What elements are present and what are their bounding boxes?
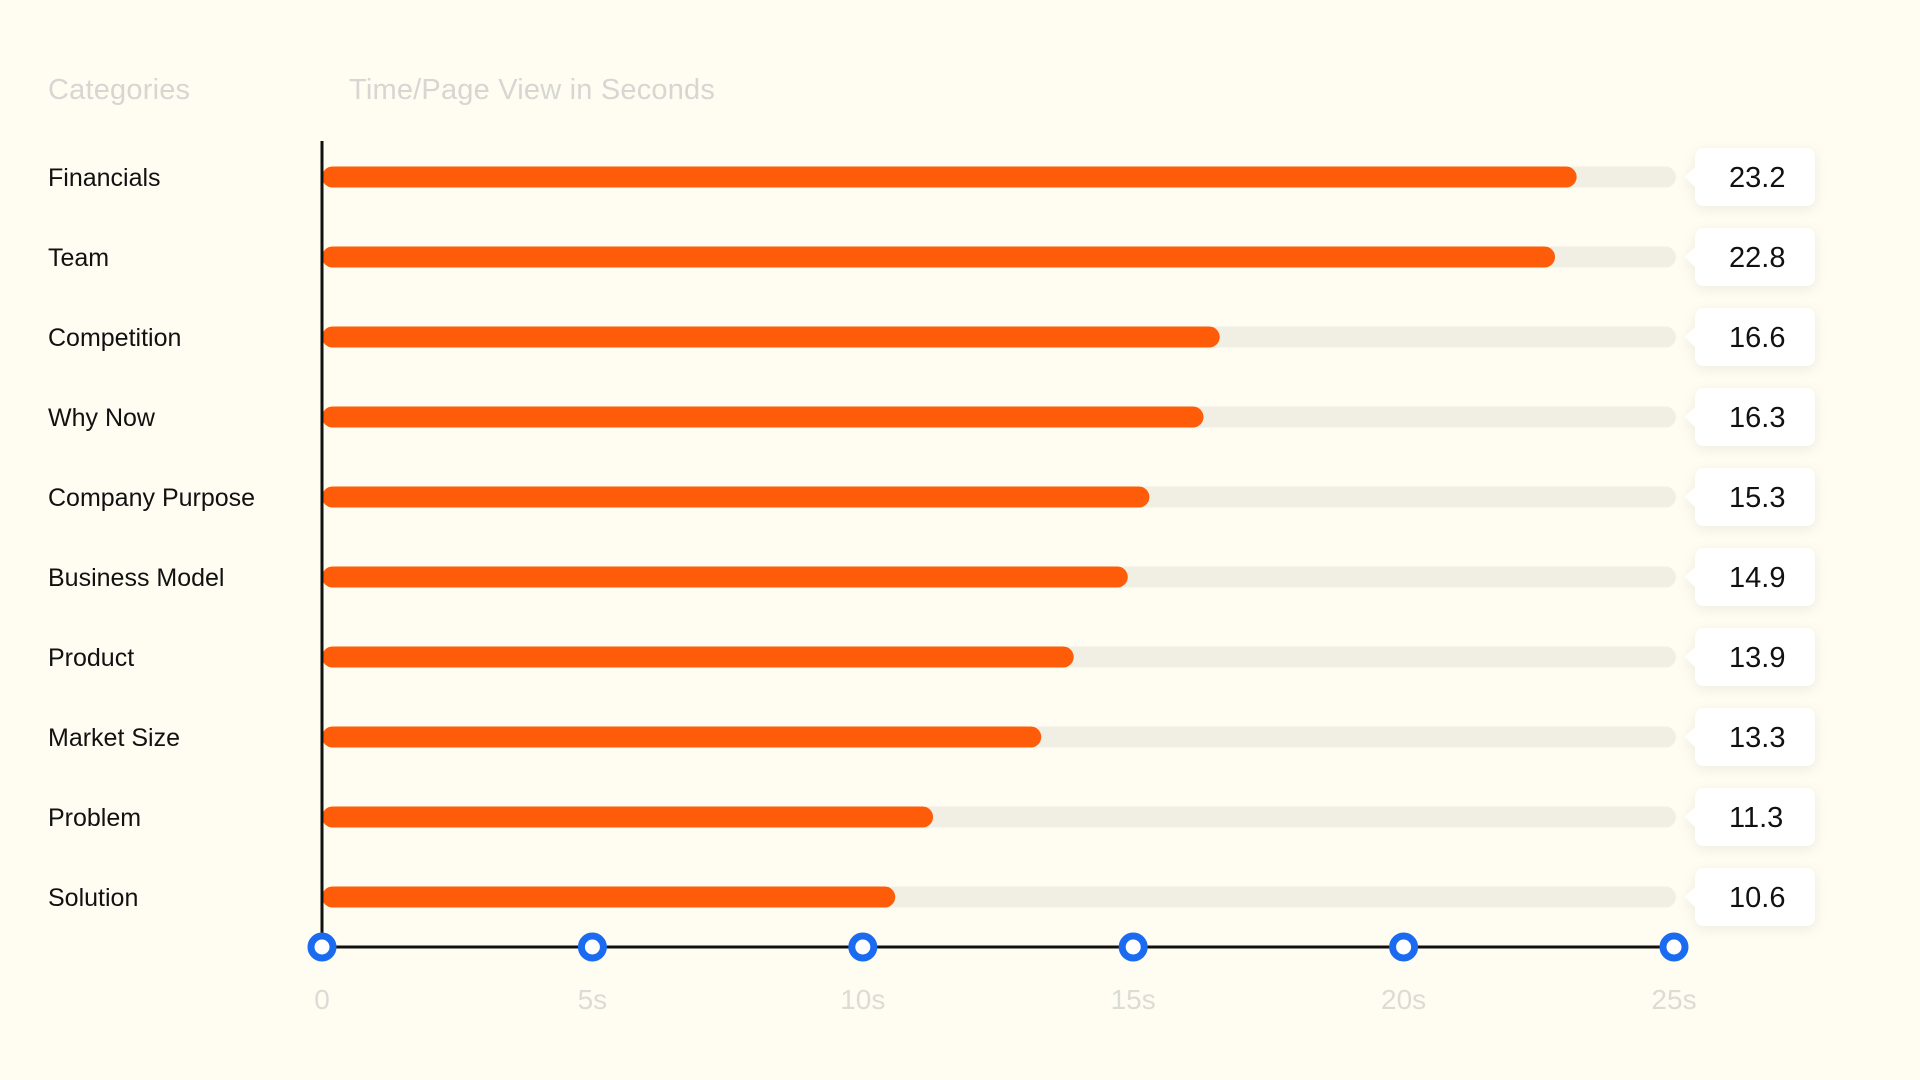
- category-label: Problem: [48, 804, 141, 832]
- value-label: 16.6: [1729, 322, 1785, 354]
- value-badge: [1685, 868, 1815, 926]
- value-badge: [1685, 468, 1815, 526]
- value-label: 15.3: [1729, 482, 1785, 514]
- bar-why-now: [322, 406, 1204, 428]
- tick-marker: [1659, 932, 1689, 962]
- value-label: 13.9: [1729, 642, 1785, 674]
- bar-product: [322, 646, 1074, 668]
- bar-team: [322, 246, 1556, 268]
- value-label: 14.9: [1729, 562, 1785, 594]
- tick-label: 0: [314, 984, 330, 1015]
- value-label: 16.3: [1729, 402, 1785, 434]
- value-badge: [1685, 308, 1815, 366]
- value-axis-header: Time/Page View in Seconds: [349, 74, 716, 106]
- tick-marker: [577, 932, 607, 962]
- category-label: Why Now: [48, 404, 156, 432]
- tick-label: 25s: [1651, 984, 1696, 1015]
- category-label: Product: [48, 644, 134, 672]
- bar-financials: [322, 166, 1577, 188]
- bar-problem: [322, 806, 934, 828]
- value-badge: [1685, 548, 1815, 606]
- category-label: Company Purpose: [48, 484, 255, 512]
- category-label: Team: [48, 244, 109, 272]
- value-badge: [1685, 708, 1815, 766]
- tick-label: 20s: [1381, 984, 1426, 1015]
- tick-label: 10s: [840, 984, 885, 1015]
- bar-business-model: [322, 566, 1128, 588]
- bar-solution: [322, 886, 896, 908]
- category-label: Competition: [48, 324, 181, 352]
- value-label: 10.6: [1729, 882, 1785, 914]
- category-label: Solution: [48, 884, 138, 912]
- bar-company-purpose: [322, 486, 1150, 508]
- value-badge: [1685, 788, 1815, 846]
- category-label: Business Model: [48, 564, 224, 592]
- category-label: Financials: [48, 164, 161, 192]
- value-label: 13.3: [1729, 722, 1785, 754]
- value-label: 22.8: [1729, 242, 1785, 274]
- tick-marker: [848, 932, 878, 962]
- tick-marker: [1118, 932, 1148, 962]
- categories-header: Categories: [48, 74, 191, 106]
- tick-label: 5s: [578, 984, 608, 1015]
- tick-marker: [307, 932, 337, 962]
- tick-label: 15s: [1111, 984, 1156, 1015]
- value-badge: [1685, 148, 1815, 206]
- bar-competition: [322, 326, 1220, 348]
- value-badge: [1685, 388, 1815, 446]
- value-badge: [1685, 628, 1815, 686]
- bar-market-size: [322, 726, 1042, 748]
- value-badge: [1685, 228, 1815, 286]
- category-label: Market Size: [48, 724, 180, 752]
- tick-marker: [1389, 932, 1419, 962]
- value-label: 23.2: [1729, 162, 1785, 194]
- value-label: 11.3: [1729, 802, 1783, 834]
